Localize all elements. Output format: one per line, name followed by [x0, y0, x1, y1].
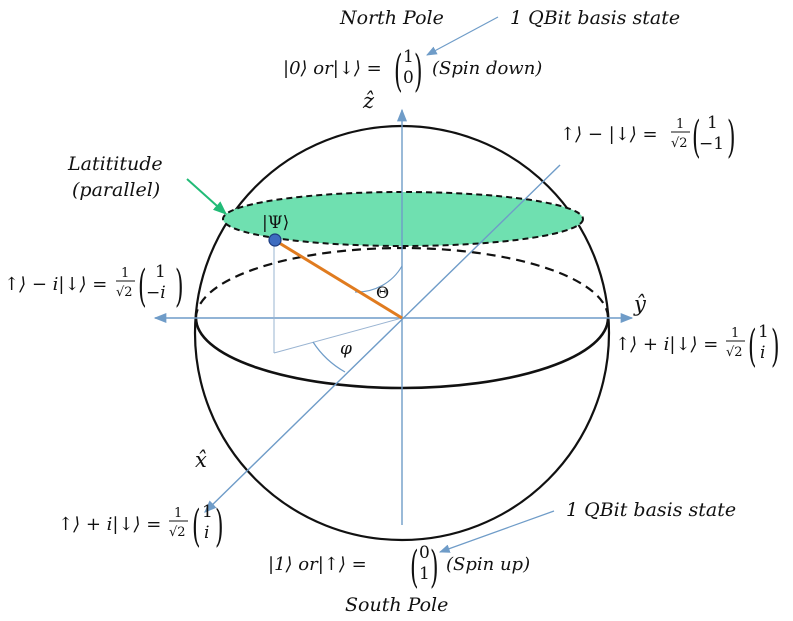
- fraction-denominator: √2: [116, 285, 133, 300]
- state-zero-note: (Spin down): [432, 58, 542, 79]
- state-upper-right-v1: 1: [707, 113, 718, 133]
- state-zero-lhs: |0⟩ or|↓⟩ =: [283, 58, 382, 79]
- basis-state-bottom-label: 1 QBit basis state: [566, 499, 736, 521]
- state-one-v1: 0: [419, 543, 430, 563]
- y-axis-label: ŷ: [633, 292, 647, 316]
- latitude-disc: [222, 191, 584, 247]
- state-lower-left-lhs: ↑⟩ + i|↓⟩ =: [58, 514, 161, 535]
- fraction-denominator: √2: [671, 136, 688, 151]
- latitude-callout-arrow: [186, 178, 228, 215]
- state-one-lhs: |1⟩ or|↑⟩ =: [268, 554, 367, 575]
- state-zero-v2: 0: [403, 68, 414, 88]
- paren-right: ): [175, 262, 184, 313]
- state-lower-left-v1: 1: [202, 502, 213, 522]
- paren-left: (: [394, 47, 403, 98]
- state-zero-v1: 1: [403, 47, 414, 67]
- state-zero-equation: |0⟩ or|↓⟩ = ( 1 0 ) (Spin down): [283, 47, 542, 98]
- state-point: [268, 233, 282, 247]
- fraction-numerator: 1: [174, 506, 182, 521]
- psi-label: |Ψ⟩: [262, 213, 289, 233]
- fraction-numerator: 1: [676, 117, 684, 132]
- x-axis: [204, 164, 561, 513]
- state-left-equation: ↑⟩ − i|↓⟩ = 1 √2 ( 1 −i ): [4, 262, 184, 313]
- state-right-equation: ↑⟩ + i|↓⟩ = 1 √2 ( 1 i ): [615, 322, 780, 373]
- paren-right: ): [430, 543, 439, 594]
- z-axis-label: ẑ: [362, 89, 375, 113]
- state-one-note: (Spin up): [446, 554, 530, 575]
- paren-right: ): [414, 47, 423, 98]
- state-one-v2: 1: [419, 564, 430, 584]
- state-one-equation: |1⟩ or|↑⟩ = ( 0 1 ) (Spin up): [268, 543, 530, 594]
- state-right-v2: i: [760, 343, 765, 363]
- paren-right: ): [771, 322, 780, 373]
- south-pole-label: South Pole: [345, 594, 448, 616]
- basis-top-callout-arrow: [426, 16, 499, 56]
- state-right-v1: 1: [758, 322, 769, 342]
- fraction-denominator: √2: [169, 525, 186, 540]
- x-axis-label: x̂: [195, 448, 207, 472]
- paren-left: (: [138, 262, 147, 313]
- state-left-lhs: ↑⟩ − i|↓⟩ =: [4, 274, 107, 295]
- phi-label: φ: [340, 339, 352, 359]
- state-upper-right-v2: −1: [699, 134, 724, 154]
- paren-left: (: [692, 113, 701, 164]
- fraction-denominator: √2: [726, 345, 743, 360]
- phi-arc: [312, 341, 346, 373]
- paren-left: (: [192, 502, 201, 553]
- paren-right: ): [727, 113, 736, 164]
- paren-right: ): [215, 502, 224, 553]
- projection-base: [273, 317, 403, 354]
- latitude-label-line2: (parallel): [72, 179, 160, 201]
- paren-left: (: [748, 322, 757, 373]
- fraction-numerator: 1: [731, 326, 739, 341]
- latitude-label-line1: Latititude: [67, 153, 163, 175]
- paren-left: (: [410, 543, 419, 594]
- state-lower-left-v2: i: [204, 523, 209, 543]
- state-right-lhs: ↑⟩ + i|↓⟩ =: [615, 334, 718, 355]
- state-upper-right-lhs: ↑⟩ − |↓⟩ =: [560, 124, 658, 145]
- state-lower-left-equation: ↑⟩ + i|↓⟩ = 1 √2 ( 1 i ): [58, 502, 224, 553]
- theta-label: Θ: [376, 283, 389, 302]
- basis-state-top-label: 1 QBit basis state: [510, 7, 680, 29]
- state-vector: [275, 239, 403, 320]
- state-left-v1: 1: [155, 262, 166, 282]
- north-pole-label: North Pole: [339, 7, 444, 29]
- state-upper-right-equation: ↑⟩ − |↓⟩ = 1 √2 ( 1 −1 ): [560, 113, 736, 164]
- state-left-v2: −i: [146, 283, 166, 303]
- fraction-numerator: 1: [121, 266, 129, 281]
- basis-bottom-callout-arrow: [438, 510, 555, 553]
